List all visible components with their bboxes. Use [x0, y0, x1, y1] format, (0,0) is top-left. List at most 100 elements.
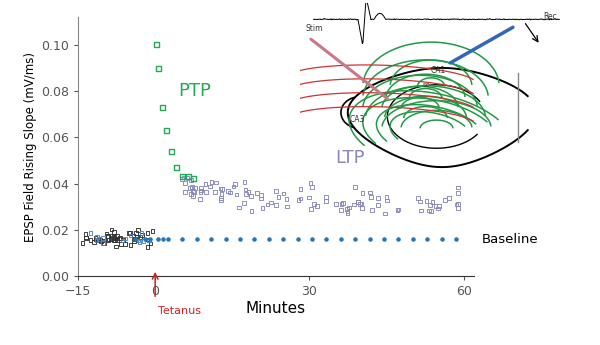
Point	[107, 233, 117, 238]
Point	[239, 179, 249, 185]
Point	[110, 234, 119, 239]
Point	[92, 234, 101, 240]
Point	[365, 190, 375, 195]
Point	[86, 230, 95, 236]
Point	[124, 230, 134, 235]
Point	[91, 235, 100, 240]
Point	[121, 236, 130, 241]
Point	[103, 234, 112, 239]
Point	[253, 190, 262, 195]
Point	[113, 236, 122, 241]
Point	[112, 233, 121, 239]
Point	[135, 239, 145, 245]
Point	[206, 236, 216, 242]
Point	[81, 235, 91, 241]
Point	[234, 205, 244, 210]
Point	[239, 200, 249, 206]
Point	[111, 244, 121, 249]
Point	[367, 207, 377, 213]
Point	[343, 209, 352, 214]
Point	[306, 206, 316, 211]
Point	[96, 239, 106, 244]
Point	[130, 236, 139, 242]
Point	[271, 188, 281, 194]
Point	[134, 238, 143, 243]
Point	[205, 184, 215, 189]
Point	[305, 180, 315, 186]
Point	[89, 239, 98, 245]
Text: Tetanus: Tetanus	[158, 306, 201, 316]
Point	[349, 202, 359, 207]
Point	[322, 198, 331, 204]
Point	[86, 237, 95, 243]
Point	[143, 230, 152, 236]
Point	[148, 228, 157, 234]
Point	[293, 236, 302, 242]
Point	[271, 202, 281, 208]
Point	[246, 193, 256, 199]
Point	[256, 192, 266, 198]
Point	[424, 208, 434, 213]
Point	[188, 193, 198, 199]
Point	[154, 65, 164, 71]
Point	[99, 240, 109, 246]
Point	[183, 174, 193, 179]
Point	[342, 206, 352, 211]
Point	[356, 201, 366, 206]
Point	[139, 238, 148, 244]
Point	[257, 205, 267, 211]
Y-axis label: EPSP Field Rising Slope (mV/ms): EPSP Field Rising Slope (mV/ms)	[24, 52, 37, 241]
Point	[353, 199, 363, 205]
Point	[135, 234, 145, 240]
Point	[211, 189, 220, 195]
Point	[366, 194, 376, 200]
Text: PTP: PTP	[178, 82, 211, 100]
Point	[337, 201, 346, 207]
Point	[118, 238, 127, 243]
Point	[185, 185, 195, 191]
Point	[108, 235, 118, 241]
Point	[434, 203, 444, 209]
Point	[274, 194, 283, 199]
Point	[336, 236, 346, 242]
Point	[350, 236, 360, 242]
Point	[338, 200, 347, 206]
Point	[355, 201, 365, 207]
Point	[189, 176, 199, 182]
Point	[374, 202, 383, 207]
Point	[172, 165, 182, 170]
Point	[437, 236, 446, 242]
Text: sc: sc	[423, 82, 430, 88]
Point	[95, 237, 105, 242]
Point	[211, 180, 221, 185]
Point	[453, 190, 463, 196]
Point	[307, 185, 317, 190]
Point	[373, 195, 383, 201]
Point	[452, 202, 461, 207]
Text: Baseline: Baseline	[482, 233, 538, 246]
Point	[365, 236, 374, 242]
Point	[190, 186, 200, 191]
Point	[158, 236, 167, 242]
Point	[137, 233, 147, 238]
Point	[97, 238, 107, 243]
Point	[144, 238, 154, 243]
Point	[200, 181, 210, 187]
Point	[453, 201, 463, 207]
Point	[310, 201, 319, 207]
Point	[109, 237, 119, 243]
Point	[331, 201, 341, 207]
Point	[98, 240, 107, 246]
Point	[187, 177, 196, 183]
Point	[126, 233, 136, 238]
Point	[382, 195, 391, 200]
Point	[230, 181, 240, 187]
Point	[129, 238, 139, 244]
Point	[416, 208, 425, 213]
Point	[296, 186, 305, 192]
Point	[408, 236, 418, 242]
Text: Stim: Stim	[305, 24, 323, 33]
Point	[232, 191, 241, 197]
Point	[196, 197, 205, 202]
Point	[282, 204, 292, 209]
